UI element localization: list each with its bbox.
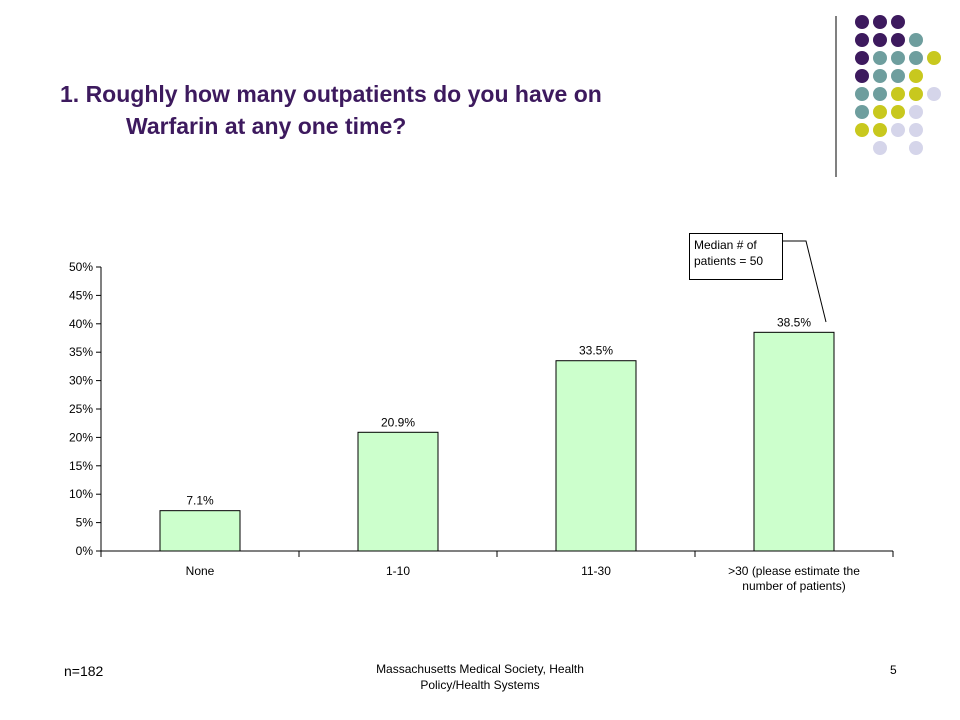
y-tick-label: 15%	[69, 459, 93, 473]
decoration-dot	[891, 87, 905, 101]
decoration-dot	[891, 51, 905, 65]
decoration-dot	[873, 33, 887, 47]
decoration-dot	[909, 123, 923, 137]
decoration-dot	[909, 69, 923, 83]
slide-title: 1. Roughly how many outpatients do you h…	[60, 78, 780, 142]
x-tick-label: 1-10	[386, 564, 410, 578]
decoration-dot	[855, 69, 869, 83]
decoration-dot	[927, 51, 941, 65]
decoration-dot	[855, 15, 869, 29]
decoration-dot	[891, 15, 905, 29]
decoration-dot	[909, 51, 923, 65]
decoration-dot	[873, 105, 887, 119]
data-label: 7.1%	[186, 494, 214, 508]
decoration-dot	[891, 105, 905, 119]
bar	[555, 360, 637, 552]
dot-grid-decoration	[835, 15, 941, 177]
bar	[357, 431, 439, 552]
callout-pointer	[783, 240, 827, 323]
page-number: 5	[890, 663, 897, 677]
y-tick-label: 0%	[76, 544, 94, 558]
decoration-dot	[873, 87, 887, 101]
y-tick-label: 30%	[69, 374, 93, 388]
decoration-dot	[873, 51, 887, 65]
decoration-dot	[873, 123, 887, 137]
footer-text: Massachusetts Medical Society, Health Po…	[376, 662, 584, 692]
y-tick-label: 10%	[69, 487, 93, 501]
x-tick-label: >30 (please estimate the number of patien…	[728, 564, 860, 593]
median-callout: Median # of patients = 50	[689, 233, 783, 280]
y-tick-label: 35%	[69, 345, 93, 359]
decoration-dot	[855, 87, 869, 101]
y-tick-label: 40%	[69, 317, 93, 331]
data-label: 33.5%	[579, 344, 613, 358]
x-tick-label: 11-30	[581, 564, 611, 578]
decoration-dot	[891, 33, 905, 47]
decoration-dot	[909, 105, 923, 119]
decoration-dot	[855, 51, 869, 65]
bar-chart: 0% 5% 10% 15% 20% 25% 30% 35% 40% 45% 50% 7.1% None 2…	[69, 240, 894, 593]
decoration-dot	[891, 69, 905, 83]
sample-size: n=182	[64, 663, 104, 679]
decoration-dot	[873, 15, 887, 29]
y-tick-label: 5%	[76, 516, 94, 530]
data-label: 38.5%	[777, 315, 811, 329]
decoration-dot	[873, 69, 887, 83]
decoration-dot	[855, 105, 869, 119]
bar	[753, 331, 835, 552]
decoration-dot	[873, 141, 887, 155]
median-callout-text: Median # of patients = 50	[694, 238, 764, 268]
decoration-dot	[891, 123, 905, 137]
decoration-dot	[855, 33, 869, 47]
y-tick-label: 45%	[69, 288, 93, 302]
y-tick-label: 20%	[69, 430, 93, 444]
x-tick-label: None	[186, 564, 215, 578]
decoration-dot	[927, 87, 941, 101]
data-label: 20.9%	[381, 415, 415, 429]
title-line-2: Warfarin at any one time?	[126, 113, 407, 139]
decoration-dot	[909, 33, 923, 47]
decoration-dot	[909, 87, 923, 101]
y-tick-label: 25%	[69, 402, 93, 416]
decoration-dot	[909, 141, 923, 155]
decoration-dot	[855, 123, 869, 137]
title-line-1: 1. Roughly how many outpatients do you h…	[60, 81, 602, 107]
bar	[159, 510, 241, 552]
y-tick-label: 50%	[69, 260, 93, 274]
